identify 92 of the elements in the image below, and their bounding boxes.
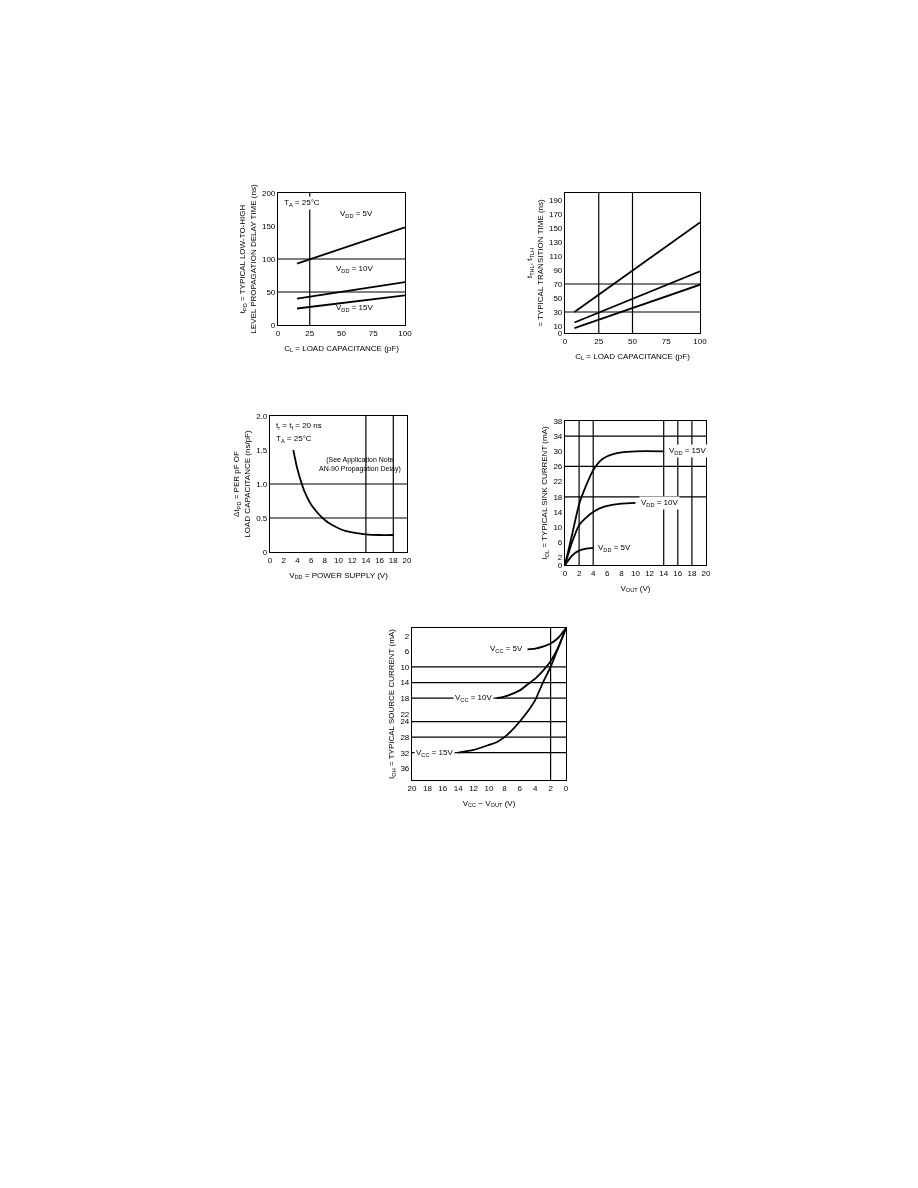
- y-tick-label: 14: [400, 678, 410, 688]
- series-label: V$_{CC}$ = 5V: [490, 644, 523, 654]
- text: V$_{DD}$ = 5V: [340, 209, 373, 219]
- x-tick-label: 75: [368, 328, 379, 338]
- x-tick-label: 12: [469, 783, 479, 793]
- y-tick-label: 24: [400, 717, 410, 727]
- series-label: V$_{DD}$ = 15V: [336, 303, 374, 313]
- y-tick-label: 50: [553, 293, 563, 303]
- x-tick-label: 20: [701, 568, 711, 578]
- annotation: T$_{A}$ = 25°C: [284, 198, 320, 208]
- y-tick-label: 100: [261, 254, 276, 264]
- y-tick-label: 110: [549, 251, 563, 261]
- y-tick-label: 18: [400, 693, 410, 703]
- y-tick-label: 0: [262, 547, 268, 557]
- y-tick-label: 36: [400, 764, 410, 774]
- annotation: T$_{A}$ = 25°C: [276, 434, 312, 444]
- y-tick-label: 22: [553, 477, 563, 487]
- y-tick-label: 10: [400, 662, 410, 672]
- y-tick-label: 10: [553, 321, 563, 331]
- x-tick-label: 20: [407, 783, 417, 793]
- series-label: V$_{CC}$ = 10V: [455, 693, 493, 703]
- series-label: V$_{DD}$ = 10V: [336, 264, 374, 274]
- x-tick-label: 8: [502, 783, 508, 793]
- y-tick-label: 170: [548, 209, 563, 219]
- x-tick-label: 50: [628, 336, 638, 346]
- x-tick-label: 14: [659, 568, 669, 578]
- y-tick-label: 28: [400, 732, 410, 742]
- x-tick-label: 4: [295, 555, 301, 565]
- x-tick-label: 6: [605, 568, 611, 578]
- x-tick-label: 4: [532, 783, 538, 793]
- x-tick-label: 6: [308, 555, 314, 565]
- y-tick-label: 2.0: [256, 411, 268, 421]
- y-tick-label: 130: [548, 237, 563, 247]
- series-label: V$_{DD}$ = 15V: [669, 446, 707, 456]
- x-tick-label: 6: [517, 783, 523, 793]
- y-tick-label: 10: [553, 522, 563, 532]
- y-tick-label: 14: [553, 507, 563, 517]
- y-tick-label: 1.0: [256, 479, 268, 489]
- y-tick-label: 26: [553, 462, 563, 472]
- y-tick-label: 32: [400, 748, 410, 758]
- y-tick-label: 30: [553, 307, 563, 317]
- x-tick-label: 12: [645, 568, 655, 578]
- y-tick-label: 38: [553, 416, 563, 426]
- x-tick-label: 12: [347, 555, 358, 565]
- x-tick-label: 10: [334, 555, 344, 565]
- x-tick-label: 2: [281, 555, 287, 565]
- y-tick-label: 30: [553, 447, 563, 457]
- y-tick-label: 150: [261, 221, 276, 231]
- x-axis-title: C$_{L}$ = LOAD CAPACITANCE (pF): [575, 351, 691, 362]
- x-tick-label: 25: [594, 336, 604, 346]
- series-label: V$_{DD}$ = 10V: [641, 498, 679, 508]
- y-tick-label: 50: [266, 287, 276, 297]
- y-tick-label: 1.5: [256, 445, 268, 455]
- series-label: V$_{DD}$ = 5V: [598, 543, 631, 553]
- x-tick-label: 18: [687, 568, 697, 578]
- x-axis-title: V$_{DD}$ = POWER SUPPLY (V): [289, 570, 389, 581]
- x-tick-label: 50: [337, 328, 347, 338]
- x-tick-label: 18: [422, 783, 433, 793]
- x-tick-label: 16: [673, 568, 683, 578]
- x-tick-label: 2: [576, 568, 582, 578]
- x-tick-label: 8: [619, 568, 625, 578]
- y-tick-label: 18: [553, 492, 563, 502]
- y-tick-label: 2: [404, 631, 410, 641]
- x-tick-label: 10: [631, 568, 641, 578]
- y-tick-label: 150: [548, 223, 563, 233]
- x-tick-label: 14: [453, 783, 464, 793]
- y-tick-label: 70: [553, 279, 563, 289]
- x-tick-label: 4: [590, 568, 596, 578]
- y-tick-label: 200: [261, 188, 276, 198]
- y-tick-label: 6: [404, 647, 410, 657]
- y-tick-label: 22: [400, 709, 410, 719]
- x-tick-label: 75: [661, 336, 672, 346]
- x-tick-label: 25: [305, 328, 315, 338]
- x-tick-label: 20: [402, 555, 412, 565]
- x-axis-title: V$_{OUT}$ (V): [620, 583, 651, 594]
- x-tick-label: 16: [375, 555, 385, 565]
- x-tick-label: 14: [361, 555, 371, 565]
- x-tick-label: 100: [693, 336, 708, 346]
- y-tick-label: 6: [557, 538, 563, 548]
- series-label: V$_{CC}$ = 15V: [416, 748, 454, 758]
- x-axis-title: V$_{CC}$ − V$_{OUT}$ (V): [462, 798, 516, 809]
- y-tick-label: 90: [553, 265, 563, 275]
- annotation: t$_{r}$ = t$_{f}$ = 20 ns: [276, 421, 322, 431]
- y-tick-label: 0: [270, 320, 276, 330]
- x-axis-title: C$_{L}$ = LOAD CAPACITANCE (pF): [284, 343, 400, 354]
- x-tick-label: 16: [438, 783, 448, 793]
- y-tick-label: 190: [548, 195, 563, 205]
- x-tick-label: 10: [484, 783, 494, 793]
- x-tick-label: 18: [388, 555, 399, 565]
- y-tick-label: 0.5: [256, 513, 268, 523]
- y-tick-label: 34: [553, 431, 563, 441]
- x-tick-label: 8: [322, 555, 328, 565]
